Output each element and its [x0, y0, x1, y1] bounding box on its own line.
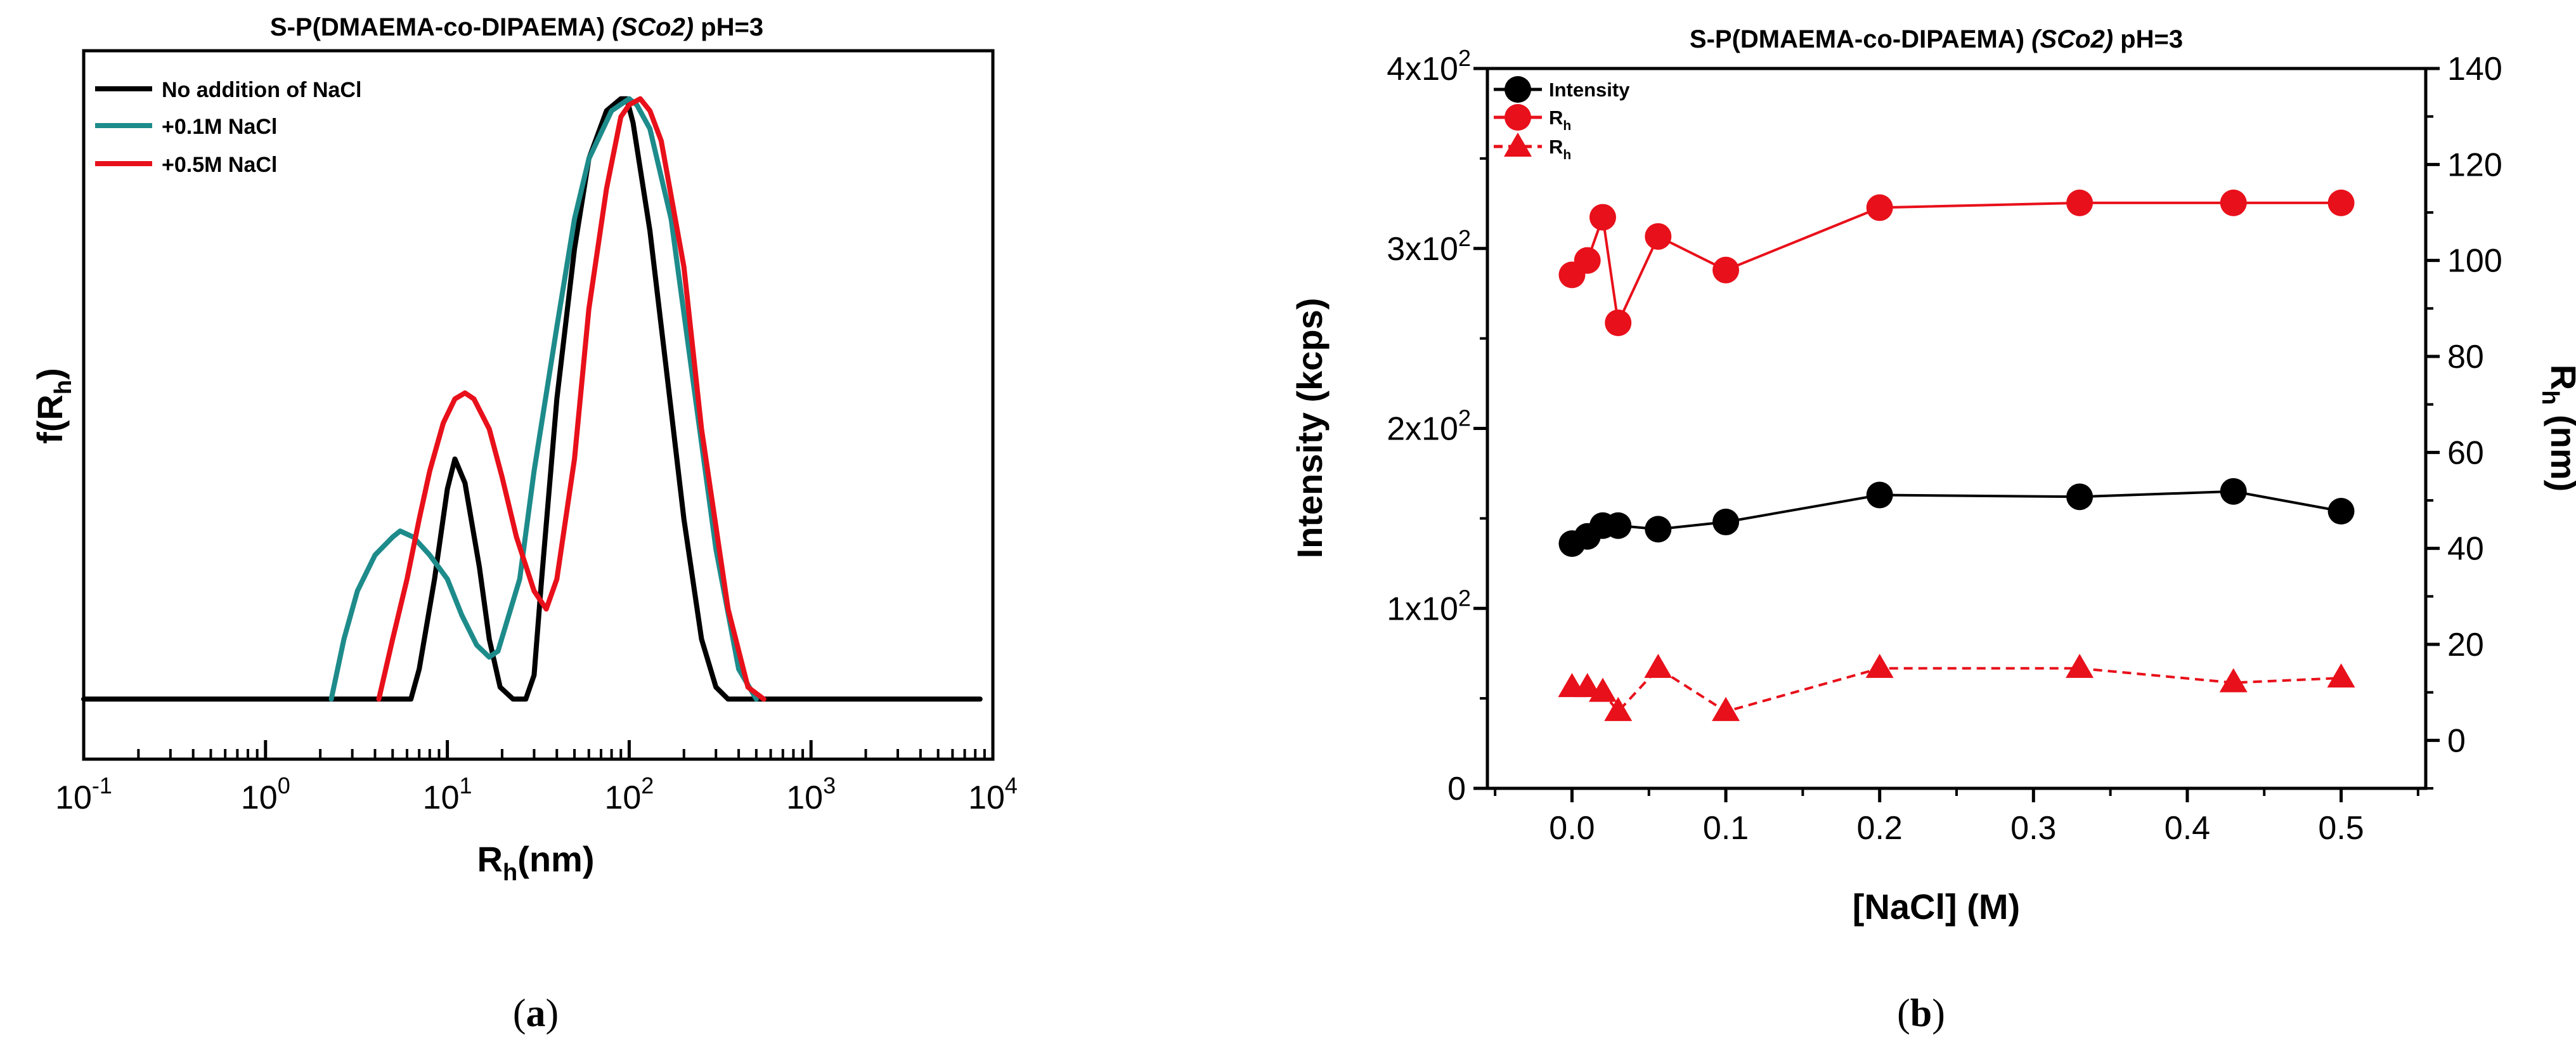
x-tick-label-b-3: 0.3 [2010, 810, 2056, 847]
legend-a-label-1: +0.1M NaCl [162, 115, 277, 139]
panel-b-title: S-P(DMAEMA-co-DIPAEMA) (SCo2) pH=3 [1690, 25, 2183, 53]
series-a-line-1 [328, 96, 759, 702]
series-a-line-0 [81, 96, 983, 702]
series-b-2-point-7 [2066, 653, 2094, 678]
series-b-0-point-9 [2327, 498, 2355, 525]
series-b-2-point-1 [1573, 673, 1602, 698]
series-b-0-point-4 [1645, 516, 1672, 543]
series-a-line-2 [376, 96, 767, 702]
series-b-2-point-3 [1604, 696, 1633, 721]
series-b-2-point-8 [2219, 668, 2248, 693]
series-b-0-point-5 [1712, 509, 1740, 536]
x-tick-label-b-0: 0.0 [1549, 810, 1595, 847]
series-b-0-point-3 [1605, 512, 1632, 539]
x-tick-label-b-5: 0.5 [2318, 810, 2364, 847]
legend-b-marker-1 [1505, 104, 1531, 131]
series-b-2-point-9 [2327, 663, 2355, 687]
panel-a-title: S-P(DMAEMA-co-DIPAEMA) (SCo2) pH=3 [270, 13, 763, 41]
legend-a-label-2: +0.5M NaCl [162, 153, 277, 177]
series-b-0-point-6 [1866, 481, 1893, 509]
panel-b-y-axis-label: Intensity (kcps) [1290, 298, 1330, 559]
series-b-line-1 [1571, 201, 2341, 327]
panel-a-chart: S-P(DMAEMA-co-DIPAEMA) (SCo2) pH=3 10-1 1… [30, 13, 1018, 1035]
legend-b-label-2: Rh [1549, 136, 1571, 162]
panel-b-y-ticks: 0 1x102 2x102 3x102 4x102 [1387, 45, 1487, 807]
y2-tick-label-b-3: 60 [2447, 434, 2484, 471]
y2-tick-label-b-5: 100 [2447, 243, 2502, 280]
panel-a-minor-ticks [137, 749, 986, 759]
series-b-1-point-2 [1589, 204, 1616, 231]
series-b-2-point-6 [1865, 653, 1894, 678]
panel-a-caption: (a) [513, 992, 559, 1035]
y2-tick-label-b-6: 120 [2447, 147, 2502, 183]
panel-a-legend: No addition of NaCl +0.1M NaCl +0.5M NaC… [95, 78, 361, 177]
series-b-line-2 [1572, 667, 2341, 713]
series-b-0-point-8 [2220, 478, 2247, 505]
y-tick-label-b-2: 2x102 [1387, 405, 1471, 448]
y-tick-label-b-4: 4x102 [1387, 45, 1471, 88]
series-b-1-point-4 [1645, 223, 1672, 250]
y-tick-label-b-0: 0 [1447, 771, 1466, 807]
legend-b-label-0: Intensity [1549, 79, 1630, 101]
series-b-1-point-6 [1866, 194, 1893, 221]
y-tick-label-b-3: 3x102 [1387, 225, 1471, 268]
series-b-1-point-3 [1605, 309, 1632, 337]
legend-b-marker-0 [1505, 76, 1531, 103]
series-b-2-point-5 [1712, 696, 1740, 721]
y2-tick-label-b-1: 20 [2447, 627, 2484, 663]
series-b-1-point-5 [1712, 256, 1740, 283]
y2-tick-label-b-4: 80 [2447, 339, 2484, 375]
series-b-1-point-9 [2327, 189, 2355, 216]
y-tick-label-b-1: 1x102 [1387, 585, 1471, 627]
panel-b-x-ticks: 0.0 0.1 0.2 0.3 0.4 0.5 [1494, 788, 2419, 847]
y2-tick-label-b-0: 0 [2447, 722, 2466, 759]
x-tick-label-b-4: 0.4 [2165, 810, 2210, 847]
panel-a-y-axis-label: f(Rh) [30, 368, 77, 444]
panel-b-legend: Intensity Rh Rh [1494, 76, 1630, 162]
x-tick-label-b-2: 0.2 [1857, 810, 1903, 847]
panel-a-x-axis-label: Rh(nm) [477, 839, 595, 886]
panel-b-series-group [1558, 189, 2355, 721]
legend-b-marker-2 [1504, 133, 1532, 157]
panel-a-plot-frame [82, 49, 995, 761]
series-b-1-point-7 [2066, 189, 2094, 216]
x-tick-label-a-4: 103 [786, 772, 836, 816]
x-tick-label-a-5: 104 [968, 772, 1018, 816]
x-tick-label-a-3: 102 [604, 772, 654, 816]
x-tick-label-b-1: 0.1 [1703, 810, 1749, 847]
y2-tick-label-b-7: 140 [2447, 51, 2502, 88]
panel-a-series-group [81, 96, 983, 702]
panel-b-x-axis-label: [NaCl] (M) [1853, 887, 2020, 927]
panel-b-y2-axis-label: Rh (nm) [2537, 365, 2576, 492]
series-b-2-point-2 [1588, 677, 1617, 702]
panel-b-y2-ticks: 0 20 40 60 80 100 120 140 [2426, 51, 2502, 790]
x-tick-label-a-1: 100 [241, 772, 290, 816]
panel-b-caption: (b) [1897, 992, 1945, 1035]
y2-tick-label-b-2: 40 [2447, 531, 2484, 568]
panel-b-chart: S-P(DMAEMA-co-DIPAEMA) (SCo2) pH=3 0.0 0.… [1290, 25, 2576, 1035]
legend-a-label-0: No addition of NaCl [162, 78, 361, 102]
legend-b-label-1: Rh [1549, 107, 1571, 133]
series-b-1-point-8 [2220, 189, 2247, 216]
series-b-0-point-7 [2066, 483, 2094, 511]
panel-a-x-ticks: 10-1 100 101 102 103 104 [55, 740, 1018, 816]
series-b-2-point-4 [1644, 653, 1673, 678]
series-b-1-point-1 [1574, 247, 1601, 274]
x-tick-label-a-0: 10-1 [55, 772, 112, 816]
x-tick-label-a-2: 101 [423, 772, 472, 816]
